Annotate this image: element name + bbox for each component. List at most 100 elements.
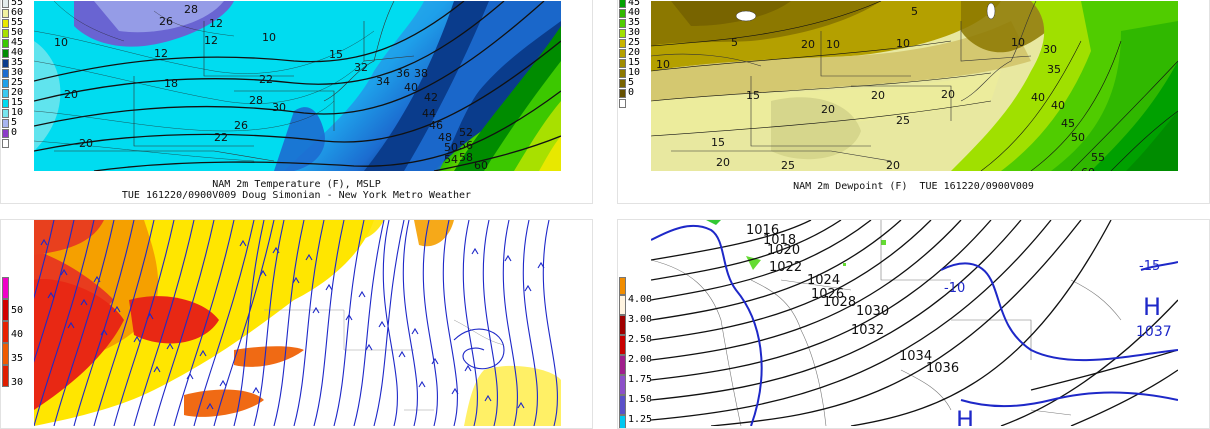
high-pressure-symbol: H [1143,293,1161,321]
legend-swatch [2,109,9,118]
temperature-contour-label: 52 [459,126,473,139]
legend-swatch [2,129,9,138]
legend-label: 55 [11,0,24,8]
dewpoint-contour-label: 60 [1081,166,1095,171]
legend-swatch [619,89,626,98]
temperature-contour-label: 22 [214,131,228,144]
legend-swatch [2,119,9,128]
legend-swatch [619,99,626,108]
legend-swatch [2,99,9,108]
legend-label: 45 [628,0,641,8]
wind-panel: 50 40 35 30 [0,219,593,429]
legend-swatch [2,19,9,28]
legend-swatch [2,321,9,343]
legend-swatch [619,295,626,315]
temperature-contour-label: 40 [404,81,418,94]
dewpoint-contour-label: 45 [1061,117,1075,130]
legend-label: 35 [628,17,641,28]
legend-swatch [2,39,9,48]
legend-label: 15 [628,57,641,68]
legend-label: 30 [11,67,24,78]
legend-swatch [619,355,626,375]
dewpoint-map: 5 20 10 10 5 10 10 15 20 20 20 25 20 25 … [651,1,1178,171]
legend-swatch [2,365,9,387]
legend-label: 0 [11,127,18,138]
legend-swatch [2,89,9,98]
legend-swatch [619,315,626,335]
dewpoint-contour-label: 10 [896,37,910,50]
high-pressure-symbol-2: H [956,406,974,426]
dewpoint-contour-label: 20 [821,103,835,116]
legend-swatch [619,375,626,395]
temperature-contour-label: 18 [164,77,178,90]
dewpoint-contour-label: 25 [781,159,795,171]
thickness-label: -15 [1139,259,1160,274]
isobar-label: 1020 [767,243,800,258]
temperature-contour-label: 34 [376,75,390,88]
temperature-caption-line2: TUE 161220/0900V009 Doug Simonian - New … [121,190,472,201]
legend-swatch [619,59,626,68]
temperature-contour-label: 20 [64,88,78,101]
legend-swatch [619,395,626,415]
pressure-panel: 4.00 3.00 2.50 2.00 1.75 1.50 1.25 [617,219,1210,429]
legend-label: 0 [628,87,635,98]
legend-label: 10 [11,107,24,118]
dewpoint-contour-label: 20 [941,88,955,101]
dewpoint-contour-label: 10 [1011,36,1025,49]
temperature-contour-label: 15 [329,48,343,61]
dewpoint-contour-label: 50 [1071,131,1085,144]
legend-swatch [619,335,626,355]
temperature-contour-label: 42 [424,91,438,104]
legend-label: 3.00 [628,314,653,325]
legend-label: 2.00 [628,354,653,365]
legend-label: 2.50 [628,334,653,345]
temperature-contour-label: 10 [262,31,276,44]
legend-label: 4.00 [628,294,653,305]
legend-swatch [619,79,626,88]
dewpoint-contour-label: 20 [801,38,815,51]
legend-label: 30 [628,27,641,38]
temperature-contour-label: 36 [396,67,410,80]
isobar-label: 1030 [856,304,889,319]
dewpoint-contour-label: 40 [1051,99,1065,112]
legend-label: 60 [11,7,24,18]
dewpoint-contour-label: 5 [911,5,918,18]
legend-swatch [2,9,9,18]
pressure-map: 1016 1018 1020 1022 1024 1026 1028 1030 … [651,220,1178,426]
dewpoint-contour-label: 40 [1031,91,1045,104]
wind-streamlines [34,220,558,426]
legend-swatch [619,277,626,295]
temperature-contour-label: 26 [234,119,248,132]
temperature-contour-label: 28 [249,94,263,107]
legend-label: 5 [11,117,18,128]
legend-label: 5 [628,77,635,88]
temperature-contour-label: 20 [79,137,93,150]
legend-label: 1.75 [628,374,653,385]
dewpoint-contour-label: 20 [886,159,900,171]
temperature-contour-label: 30 [272,101,286,114]
legend-swatch [619,29,626,38]
legend-label: 20 [11,87,24,98]
legend-swatch [2,139,9,148]
temperature-map: 28 26 12 10 12 22 10 12 20 15 20 18 22 2… [34,1,561,171]
legend-label: 20 [628,47,641,58]
legend-swatch [2,0,9,8]
high-pressure-value: 1037 [1136,324,1172,340]
wind-map [34,220,561,426]
legend-swatch [2,343,9,365]
isobar-label: 1018 [763,233,796,248]
dewpoint-contour-label: 15 [711,136,725,149]
temperature-panel: 55 60 55 50 45 40 35 30 25 20 15 10 5 0 [0,0,593,204]
legend-swatch [619,39,626,48]
isobar-label: 1024 [807,273,840,288]
temperature-contour-label: 60 [474,159,488,171]
legend-label: 40 [11,329,24,340]
temperature-caption-line1: NAM 2m Temperature (F), MSLP [212,179,381,190]
temperature-contour-label: 12 [209,17,223,30]
legend-swatch [2,69,9,78]
dewpoint-contour-label: 25 [896,114,910,127]
temperature-contour-label: 58 [459,151,473,164]
legend-swatch [2,59,9,68]
legend-swatch [619,19,626,28]
temperature-contour-label: 26 [159,15,173,28]
